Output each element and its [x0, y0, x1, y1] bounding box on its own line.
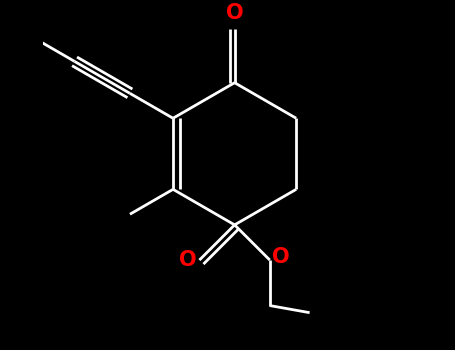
Text: O: O	[179, 250, 197, 270]
Text: O: O	[226, 3, 243, 23]
Text: O: O	[273, 247, 290, 267]
